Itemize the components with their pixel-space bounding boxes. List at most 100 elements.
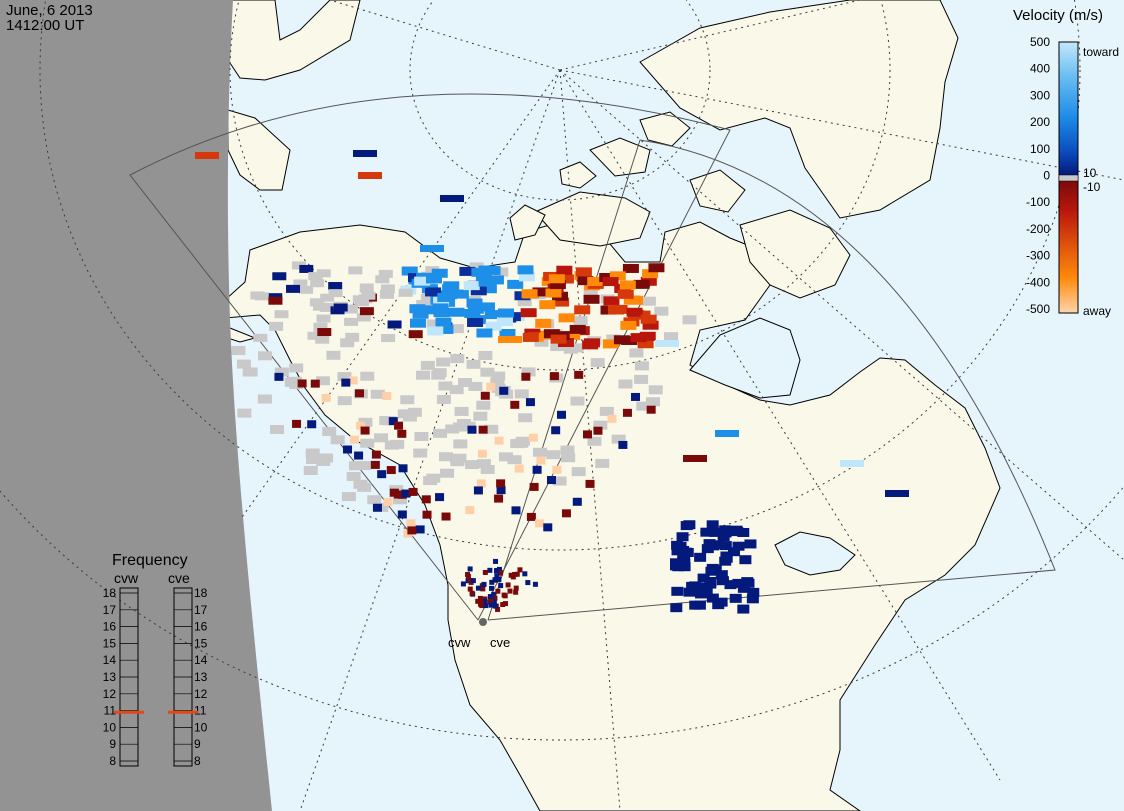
radar-cell	[431, 370, 446, 380]
radar-cell	[293, 279, 308, 288]
radar-cell	[463, 281, 480, 291]
radar-cell	[431, 268, 448, 278]
radar-cell	[507, 455, 522, 465]
radar-cell	[646, 405, 656, 414]
radar-cell	[535, 519, 545, 528]
radar-cell	[716, 576, 729, 586]
radar-cell	[270, 424, 285, 434]
radar-cell	[475, 598, 481, 604]
radar-cell	[518, 413, 533, 423]
radar-cell	[387, 320, 402, 329]
arctic-island-2	[589, 137, 651, 177]
radar-cell	[529, 482, 539, 491]
radar-cell	[269, 321, 284, 331]
radar-cell	[508, 572, 514, 578]
radar-cell	[639, 331, 656, 341]
radar-cell	[379, 289, 394, 299]
velocity-cells	[195, 150, 909, 614]
radar-cell	[422, 510, 432, 519]
radar-cell	[460, 581, 466, 587]
radar-cell	[316, 314, 331, 323]
radar-cell	[700, 527, 713, 537]
radar-cell	[380, 284, 395, 294]
radar-cell	[496, 566, 502, 572]
radar-cell	[671, 586, 684, 596]
radar-cell	[630, 333, 647, 343]
arctic-island-4	[639, 111, 691, 147]
radar-cell	[561, 453, 576, 463]
radar-cell	[569, 324, 586, 334]
radar-cell	[486, 382, 496, 391]
colorbar-toward-label: toward	[1083, 45, 1119, 59]
radar-cell	[478, 350, 493, 360]
radar-cell	[409, 318, 426, 328]
great-lakes	[774, 531, 856, 576]
radar-cell	[491, 371, 506, 381]
radar-cell	[585, 479, 595, 488]
radar-cell	[717, 532, 730, 542]
radar-cell	[634, 374, 649, 384]
radar-cell	[292, 419, 302, 428]
north-america-landmass	[224, 221, 1001, 811]
radar-cell	[426, 473, 441, 483]
radar-cell	[406, 519, 416, 528]
radar-cell	[517, 265, 534, 275]
radar-cell	[437, 324, 454, 334]
radar-cell	[514, 389, 529, 399]
radar-cell	[348, 266, 363, 275]
radar-cell	[712, 600, 725, 610]
radar-cell	[634, 361, 649, 371]
radar-cell	[382, 392, 392, 401]
radar-cell	[487, 594, 493, 600]
radar-cell	[389, 488, 399, 497]
radar-cell	[307, 331, 322, 340]
radar-cell	[236, 359, 251, 369]
frequency-title: Frequency	[112, 552, 188, 569]
radar-site-marker	[479, 618, 487, 626]
radar-cell	[498, 583, 504, 589]
radar-cell	[348, 376, 358, 385]
colorbar-tick-label: 100	[1030, 142, 1050, 156]
radar-cell	[407, 526, 417, 535]
radar-cell	[473, 411, 488, 421]
radar-cell	[545, 288, 562, 298]
radar-cell	[494, 267, 509, 277]
frequency-tick-label: 10	[194, 720, 208, 734]
radar-cell	[459, 266, 476, 276]
radar-cell	[359, 307, 374, 316]
radar-cell	[574, 370, 584, 379]
radar-cell	[514, 464, 524, 473]
radar-cell	[488, 602, 494, 608]
radar-cell	[397, 429, 407, 438]
radar-cell	[715, 430, 739, 437]
radar-cell	[518, 272, 535, 282]
radar-cell	[328, 289, 343, 298]
radar-cell	[450, 354, 465, 364]
radar-cell	[478, 425, 488, 434]
radar-cell	[595, 458, 610, 468]
frequency-tick-label: 11	[104, 704, 117, 718]
colorbar-threshold-neg: -10	[1083, 180, 1101, 194]
frequency-tick-label: 14	[194, 653, 208, 667]
radar-cell	[433, 428, 448, 438]
radar-cell	[400, 395, 415, 405]
radar-cell	[466, 359, 481, 369]
radar-cell	[528, 433, 538, 442]
radar-cell	[487, 275, 504, 285]
radar-cell	[494, 573, 500, 579]
radar-cell	[412, 309, 429, 319]
radar-cell	[478, 302, 495, 312]
radar-cell	[309, 298, 324, 307]
radar-cell	[534, 337, 549, 347]
radar-cell	[496, 576, 502, 582]
colorbar-title: Velocity (m/s)	[1013, 7, 1103, 24]
radar-cell	[467, 317, 484, 327]
radar-cell	[374, 433, 389, 443]
radar-cell	[356, 313, 371, 322]
radar-cell	[358, 172, 382, 179]
radar-cell	[409, 304, 426, 314]
radar-cell	[496, 317, 513, 327]
colorbar-tick-label: 300	[1030, 88, 1050, 102]
radar-label-cvw: cvw	[448, 635, 471, 650]
colorbar-tick-label: -100	[1026, 195, 1050, 209]
